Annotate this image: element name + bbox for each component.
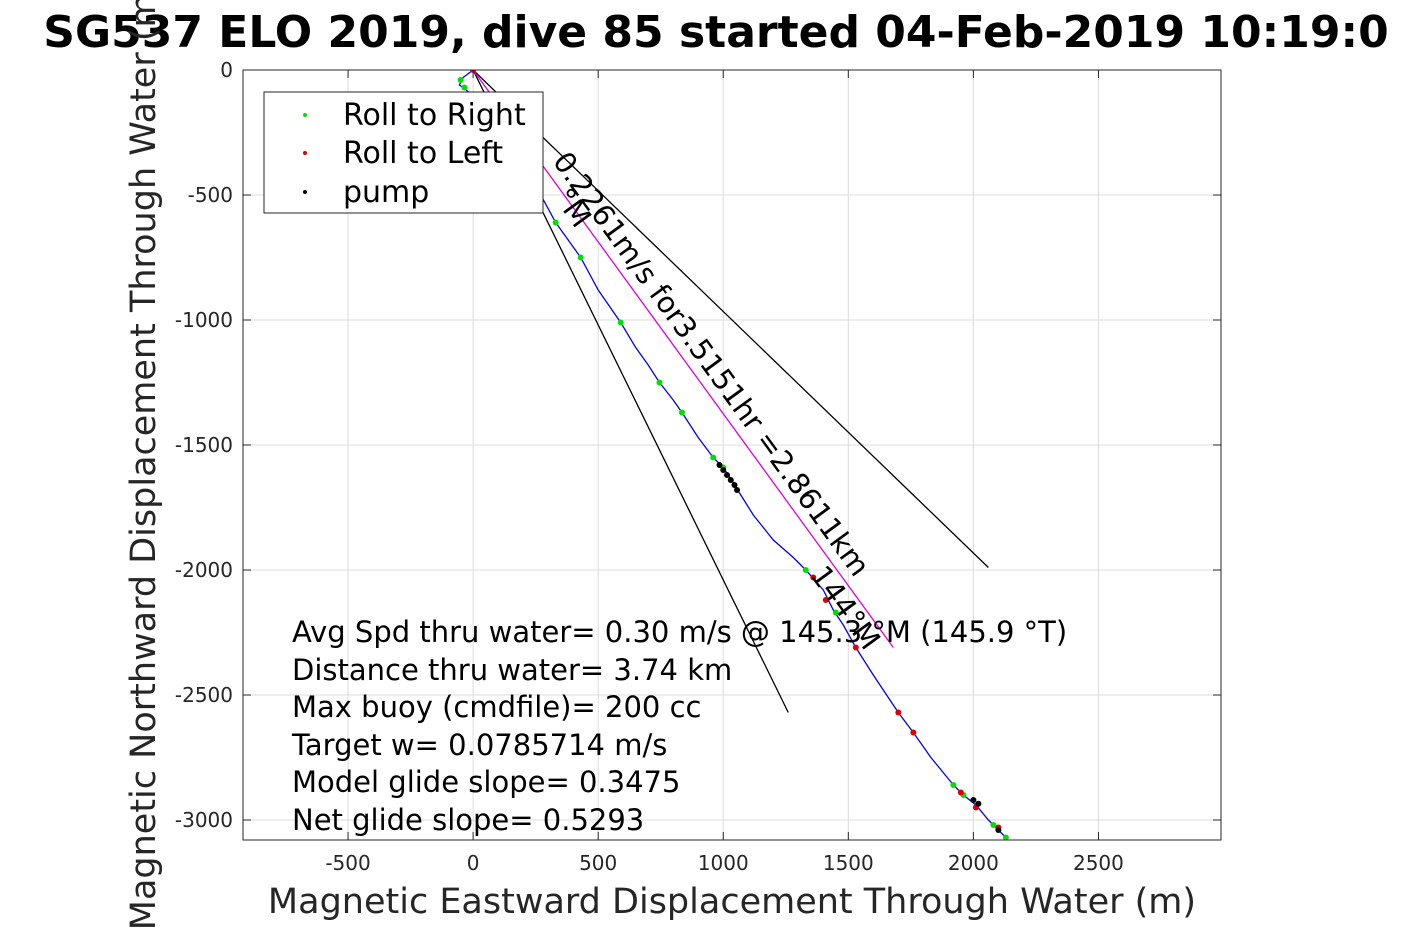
reference-line bbox=[472, 70, 989, 568]
y-tick-label: -3000 bbox=[175, 808, 233, 832]
marker-roll-to-right bbox=[802, 567, 809, 573]
marker-pump bbox=[723, 472, 730, 478]
marker-roll-to-left bbox=[957, 789, 964, 796]
x-tick-label: -500 bbox=[325, 851, 370, 875]
marker-roll-to-right bbox=[950, 782, 957, 788]
marker-pump bbox=[727, 477, 734, 483]
marker-roll-to-right bbox=[617, 319, 624, 326]
marker-roll-to-right bbox=[577, 254, 584, 261]
annotation-net-glide: Net glide slope= 0.5293 bbox=[292, 803, 644, 837]
plot-frame bbox=[242, 69, 1222, 841]
x-tick-label: 1500 bbox=[823, 851, 874, 875]
marker-pump bbox=[995, 827, 1002, 833]
marker-roll-to-right bbox=[1002, 834, 1009, 840]
marker-roll-to-left bbox=[852, 644, 859, 651]
marker-roll-to-left bbox=[822, 597, 829, 603]
legend-label-pump: pump bbox=[343, 175, 429, 210]
marker-pump bbox=[716, 462, 723, 468]
annotation-target-w: Target w= 0.0785714 m/s bbox=[291, 728, 667, 762]
markers bbox=[457, 70, 1009, 840]
marker-roll-to-left bbox=[810, 574, 817, 581]
marker-roll-to-right bbox=[990, 822, 997, 828]
legend-label-roll-left: Roll to Left bbox=[343, 136, 503, 171]
x-tick-label: 500 bbox=[579, 851, 617, 875]
marker-roll-to-right bbox=[656, 379, 663, 386]
stats-annotations: Avg Spd thru water= 0.30 m/s @ 145.3 °M … bbox=[291, 615, 1067, 837]
x-axis-label: Magnetic Eastward Displacement Through W… bbox=[268, 882, 1196, 922]
y-axis-label: Magnetic Northward Displacement Through … bbox=[124, 0, 164, 930]
marker-roll-to-left bbox=[895, 709, 902, 716]
ticks: -500 0 500 1000 1500 2000 2500 0 -500 -1000 -1500 -… bbox=[175, 58, 1221, 875]
marker-roll-to-right bbox=[457, 77, 464, 83]
marker-roll-to-left bbox=[910, 729, 917, 736]
annotation-model-glide: Model glide slope= 0.3475 bbox=[292, 765, 680, 799]
y-tick-label: -2500 bbox=[175, 683, 233, 707]
marker-roll-to-right bbox=[461, 84, 468, 91]
x-tick-label: 0 bbox=[467, 851, 480, 875]
marker-pump bbox=[975, 800, 982, 807]
chart-title: SG537 ELO 2019, dive 85 started 04-Feb-2… bbox=[43, 7, 1388, 58]
marker-pump bbox=[731, 482, 738, 488]
y-tick-label: -1000 bbox=[175, 308, 233, 332]
x-tick-label: 2000 bbox=[948, 851, 999, 875]
legend: Roll to Right Roll to Left pump bbox=[263, 91, 544, 214]
legend-label-roll-right: Roll to Right bbox=[343, 98, 526, 133]
y-tick-label: -1500 bbox=[175, 433, 233, 457]
legend-marker-roll-right bbox=[303, 113, 307, 117]
y-tick-label: 0 bbox=[220, 58, 233, 82]
annotation-avg-speed: Avg Spd thru water= 0.30 m/s @ 145.3 °M … bbox=[292, 615, 1067, 649]
x-tick-label: 2500 bbox=[1073, 851, 1124, 875]
y-tick-label: -2000 bbox=[175, 558, 233, 582]
y-tick-label: -500 bbox=[188, 183, 233, 207]
marker-roll-to-right bbox=[710, 454, 717, 461]
marker-roll-to-right bbox=[678, 409, 685, 416]
x-tick-label: 1000 bbox=[698, 851, 749, 875]
legend-box bbox=[263, 91, 544, 214]
annotation-max-buoy: Max buoy (cmdfile)= 200 cc bbox=[292, 690, 701, 724]
legend-marker-roll-left bbox=[303, 151, 307, 155]
marker-pump bbox=[720, 467, 727, 473]
marker-roll-to-right bbox=[552, 219, 559, 226]
legend-marker-pump bbox=[303, 190, 307, 194]
annotation-distance: Distance thru water= 3.74 km bbox=[292, 653, 732, 687]
marker-pump bbox=[734, 487, 741, 493]
marker-roll-to-right bbox=[832, 609, 839, 616]
marker-pump bbox=[970, 797, 977, 803]
